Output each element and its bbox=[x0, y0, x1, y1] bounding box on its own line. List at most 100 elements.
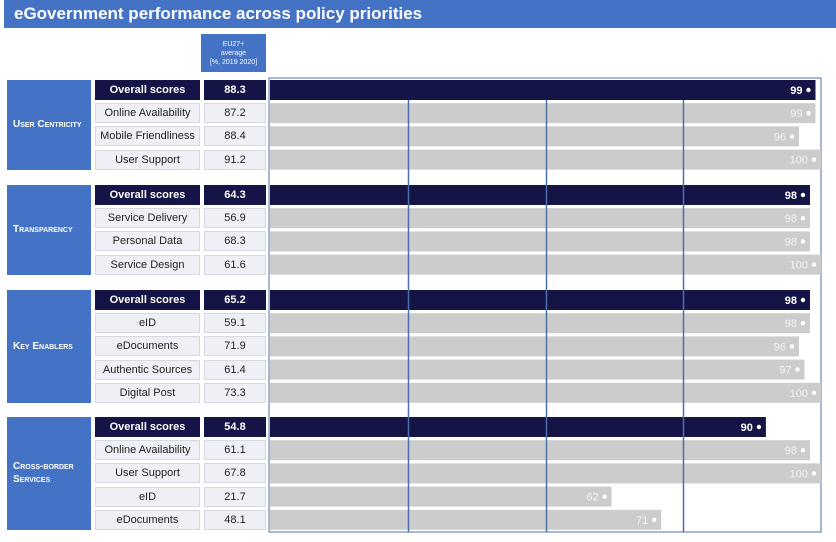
bar-end-marker bbox=[800, 321, 806, 326]
data-label: 99 bbox=[790, 85, 802, 97]
average-value: 64.3 bbox=[204, 185, 266, 205]
group-label: Transparency bbox=[7, 185, 91, 275]
average-value: 65.2 bbox=[204, 290, 266, 310]
average-header-line-1: EU27+ bbox=[222, 40, 245, 48]
row-label: Overall scores bbox=[95, 290, 200, 310]
data-label: 98 bbox=[785, 213, 797, 225]
bar bbox=[270, 382, 821, 403]
average-value: 88.4 bbox=[204, 126, 266, 147]
plot-frame bbox=[268, 77, 822, 533]
bar-end-marker bbox=[811, 157, 817, 162]
bar-end-marker bbox=[811, 262, 817, 267]
average-header-line-2: average bbox=[220, 49, 247, 57]
data-label: 100 bbox=[790, 260, 808, 272]
group-label: Key Enablers bbox=[7, 290, 91, 403]
average-value: 91.2 bbox=[204, 149, 266, 170]
bar-end-marker bbox=[800, 192, 806, 198]
data-label: 98 bbox=[785, 190, 797, 202]
bar-end-marker bbox=[602, 494, 607, 499]
data-label: 98 bbox=[785, 318, 797, 330]
bar bbox=[270, 440, 810, 461]
average-value: 71.9 bbox=[204, 336, 266, 357]
data-label: 99 bbox=[790, 108, 802, 120]
bar-end-marker bbox=[789, 344, 795, 349]
row-label: Service Design bbox=[95, 254, 200, 275]
row-label: Mobile Friendliness bbox=[95, 126, 200, 147]
bars-layer bbox=[270, 80, 821, 530]
group-label: Cross-border Services bbox=[7, 417, 91, 530]
data-label: 100 bbox=[790, 468, 808, 480]
row-label: eDocuments bbox=[95, 336, 200, 357]
bar-end-marker bbox=[800, 297, 806, 303]
group-label: User Centricity bbox=[7, 80, 91, 170]
bar bbox=[270, 290, 810, 310]
bar bbox=[270, 254, 821, 275]
title-bar: eGovernment performance across policy pr… bbox=[4, 0, 836, 28]
average-value: 56.9 bbox=[204, 208, 266, 229]
bar bbox=[270, 359, 805, 380]
data-label: 71 bbox=[636, 515, 648, 527]
bar-end-marker bbox=[811, 471, 817, 476]
data-label: 100 bbox=[790, 388, 808, 400]
average-value: 61.4 bbox=[204, 359, 266, 380]
data-label: 98 bbox=[785, 295, 797, 307]
average-value: 88.3 bbox=[204, 80, 266, 100]
bar bbox=[270, 463, 821, 484]
average-value: 59.1 bbox=[204, 313, 266, 334]
row-label: Overall scores bbox=[95, 417, 200, 437]
average-value: 67.8 bbox=[204, 463, 266, 484]
bar-end-marker bbox=[800, 448, 806, 453]
bar bbox=[270, 313, 810, 334]
average-column-header: EU27+ average [%, 2019 2020] bbox=[201, 34, 266, 72]
average-value: 87.2 bbox=[204, 103, 266, 124]
average-value: 54.8 bbox=[204, 417, 266, 437]
row-label: User Support bbox=[95, 149, 200, 170]
average-value: 61.6 bbox=[204, 254, 266, 275]
bar bbox=[270, 336, 799, 357]
row-label: eID bbox=[95, 313, 200, 334]
bar-end-marker bbox=[800, 239, 806, 244]
row-label: Online Availability bbox=[95, 440, 200, 461]
average-value: 61.1 bbox=[204, 440, 266, 461]
average-value: 73.3 bbox=[204, 382, 266, 403]
data-label: 62 bbox=[586, 492, 598, 504]
bar bbox=[270, 126, 799, 147]
bar-end-marker bbox=[811, 390, 817, 395]
bar bbox=[270, 509, 662, 530]
bar-end-marker bbox=[756, 424, 762, 430]
row-label: Authentic Sources bbox=[95, 359, 200, 380]
row-label: eDocuments bbox=[95, 509, 200, 530]
bar bbox=[270, 486, 612, 507]
average-value: 68.3 bbox=[204, 231, 266, 252]
bar-end-marker bbox=[789, 134, 795, 139]
data-label: 96 bbox=[774, 341, 786, 353]
row-label: Digital Post bbox=[95, 382, 200, 403]
row-label: Overall scores bbox=[95, 185, 200, 205]
row-label: Online Availability bbox=[95, 103, 200, 124]
data-label: 90 bbox=[741, 422, 753, 434]
data-label: 100 bbox=[790, 155, 808, 167]
data-labels-layer: 99 99 96 100 98 98 98 100 98 98 96 97 100 90 98 100 62 71 bbox=[586, 85, 817, 527]
row-label: User Support bbox=[95, 463, 200, 484]
data-label: 98 bbox=[785, 236, 797, 248]
data-label: 98 bbox=[785, 445, 797, 457]
bar bbox=[270, 417, 766, 437]
average-header-line-3: [%, 2019 2020] bbox=[209, 58, 258, 66]
bar bbox=[270, 149, 821, 170]
data-label: 96 bbox=[774, 131, 786, 143]
row-label: Service Delivery bbox=[95, 208, 200, 229]
row-label: Overall scores bbox=[95, 80, 200, 100]
bar bbox=[270, 208, 810, 229]
bar-end-marker bbox=[795, 367, 800, 372]
bar-end-marker bbox=[806, 87, 811, 93]
data-label: 97 bbox=[779, 365, 791, 377]
row-label: eID bbox=[95, 486, 200, 507]
bar-end-marker bbox=[800, 216, 806, 221]
chart-title: eGovernment performance across policy pr… bbox=[14, 4, 423, 23]
row-label: Personal Data bbox=[95, 231, 200, 252]
bar bbox=[270, 231, 810, 252]
bar bbox=[270, 103, 816, 124]
bar bbox=[270, 80, 816, 100]
bar-end-marker bbox=[806, 111, 811, 116]
